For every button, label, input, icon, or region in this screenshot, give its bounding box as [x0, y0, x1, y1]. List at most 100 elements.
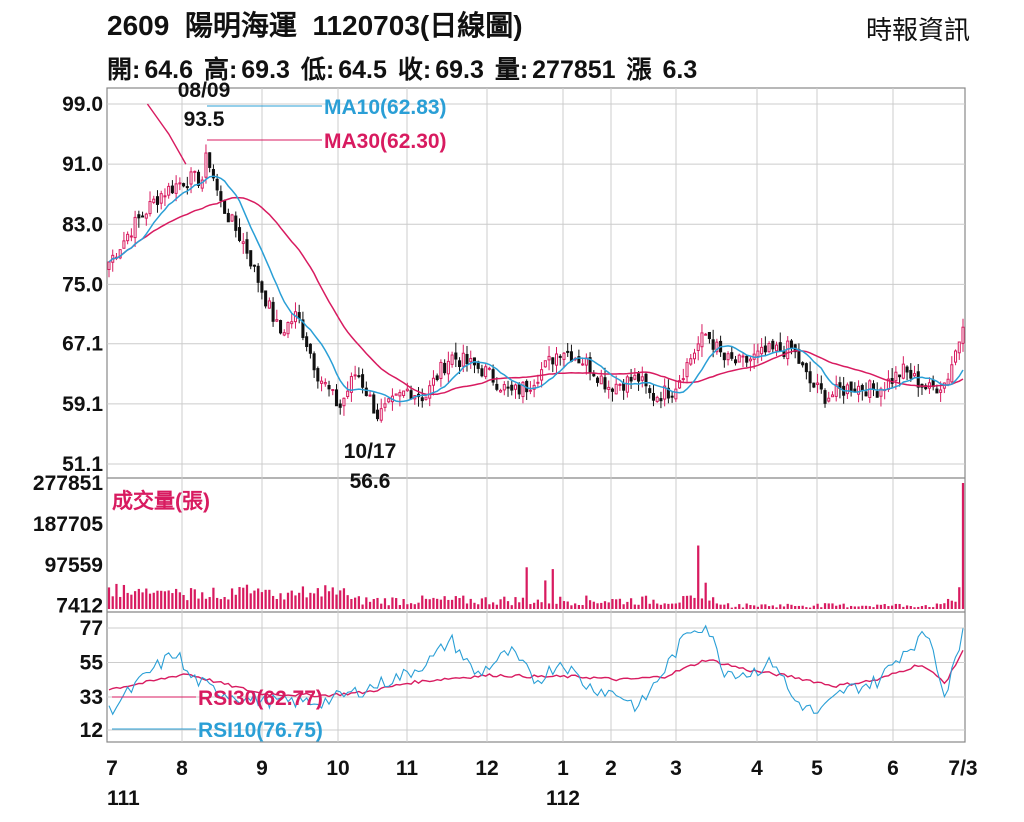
candle-body [230, 214, 234, 222]
candle-body [696, 343, 700, 351]
candle-body [860, 385, 864, 391]
volume-bar [365, 597, 368, 609]
candle-body [178, 182, 182, 185]
volume-tick-label: 187705 [33, 513, 103, 536]
volume-bar [275, 598, 278, 609]
candle-body [845, 384, 849, 395]
candle-body [338, 403, 342, 408]
volume-bar [290, 590, 293, 609]
open-label: 開: [107, 56, 141, 84]
volume-bar [835, 605, 838, 609]
candle-body [361, 374, 365, 388]
volume-bar [842, 603, 845, 609]
volume-value: 277851 [532, 56, 616, 84]
volume-bar [704, 582, 707, 609]
candle-body [271, 301, 275, 322]
candle-body [633, 374, 637, 380]
volume-bar [368, 601, 372, 609]
candle-body [554, 353, 559, 366]
rsi10-line [108, 624, 964, 716]
volume-bar [171, 593, 174, 609]
change-label: 漲 [626, 56, 659, 84]
price-tick-label: 59.1 [62, 393, 103, 416]
candle-body [666, 387, 670, 399]
volume-bar [141, 592, 144, 609]
candle-body [364, 387, 368, 397]
volume-bar [726, 603, 730, 609]
rsi-tick-label: 12 [80, 719, 103, 742]
candle-body [379, 408, 383, 421]
high-value: 69.3 [241, 56, 290, 84]
close-label: 收: [397, 56, 432, 84]
volume-bar [503, 596, 506, 609]
candle-body [816, 382, 820, 385]
volume-bar [439, 599, 443, 609]
volume-bar [193, 589, 196, 609]
volume-bar [685, 595, 689, 609]
volume-bar [312, 593, 316, 609]
candle-body [745, 355, 749, 363]
volume-tick-label: 7412 [56, 595, 103, 618]
volume-bar [432, 597, 435, 609]
candle-body [834, 384, 838, 397]
change-value: 6.3 [662, 56, 698, 84]
candle-body [789, 340, 793, 348]
candle-body [487, 367, 491, 370]
volume-bar [227, 599, 230, 609]
candle-body [801, 362, 805, 366]
volume-bar [913, 607, 916, 609]
volume-bar [421, 595, 424, 609]
candle-body [771, 340, 775, 350]
volume-bar [585, 595, 588, 609]
volume-bar [424, 598, 428, 609]
volume-bar [588, 600, 592, 609]
volume-bar [398, 605, 402, 609]
candle-body [346, 390, 350, 397]
volume-bar [715, 603, 718, 609]
volume-bar [395, 598, 398, 609]
rsi-tick-label: 33 [80, 686, 103, 709]
volume-bar [767, 606, 771, 609]
volume-bar [436, 598, 439, 609]
volume-bar [245, 584, 249, 609]
volume-bar [409, 603, 413, 609]
volume-bar [562, 601, 566, 609]
volume-bar [271, 595, 275, 609]
volume-bar [286, 592, 290, 609]
volume-bar [786, 603, 789, 609]
volume-bar [201, 592, 204, 609]
candle-body [610, 388, 614, 392]
candle-body [264, 290, 268, 307]
year-label: 112 [546, 787, 580, 810]
volume-bar [320, 596, 323, 609]
candle-body [193, 170, 197, 173]
volume-bar [175, 588, 178, 609]
rsi30-line [108, 649, 964, 698]
candle-body [681, 378, 685, 381]
volume-bar [771, 605, 774, 609]
stock-code: 2609 [107, 10, 170, 41]
volume-bar [846, 607, 849, 609]
candle-body [435, 375, 439, 381]
candle-body [648, 388, 652, 394]
candle-body [495, 383, 499, 390]
candle-body [241, 241, 245, 244]
volume-bar [469, 598, 472, 609]
low-annotation-date: 10/17 [344, 440, 397, 463]
candle-body [491, 369, 495, 383]
candle-body [443, 362, 447, 374]
candle-body [629, 376, 633, 382]
candle-body [107, 261, 111, 271]
high-annotation-date: 08/09 [178, 79, 231, 102]
quote-row: 開: 64.6 高: 69.3 低: 64.5 收: 69.3 量: 277851 漲 6… [107, 50, 701, 86]
volume-bar [659, 604, 663, 609]
candle-body [458, 360, 462, 368]
candle-body [957, 341, 961, 354]
candle-body [875, 391, 879, 398]
volume-bar [186, 600, 189, 609]
volume-bar [488, 604, 491, 609]
candle-body [316, 368, 320, 382]
candle-body [659, 398, 663, 402]
volume-bar [454, 596, 457, 609]
volume-bar [354, 597, 357, 609]
